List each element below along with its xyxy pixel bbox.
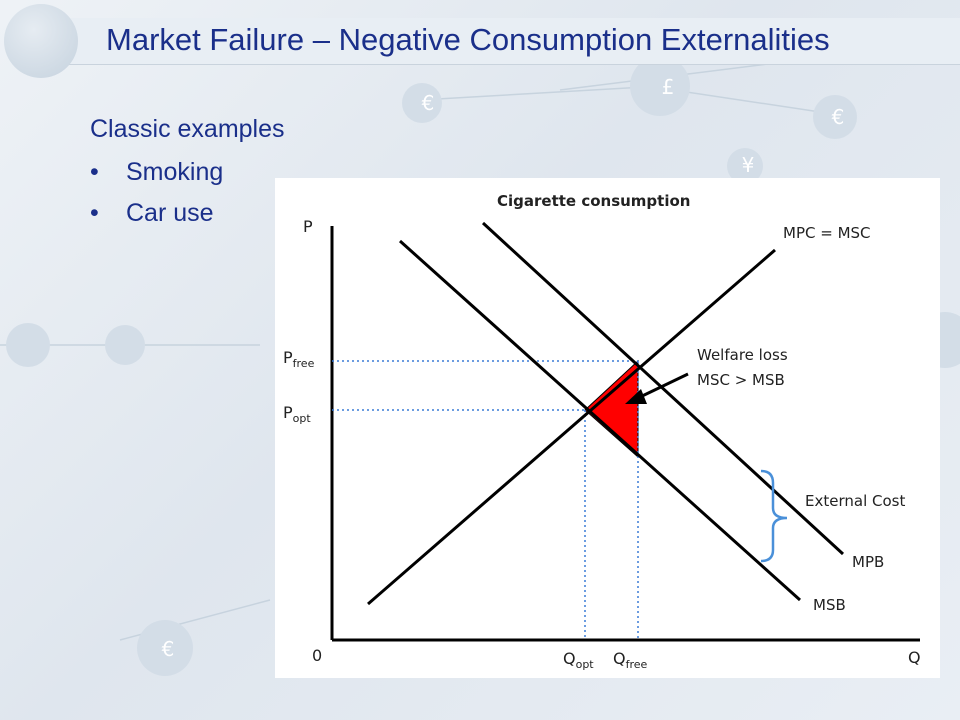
welfare-condition-label: MSC > MSB [697,371,785,389]
p-opt-label: Popt [283,403,311,425]
title-bar [40,18,960,65]
welfare-arrowhead [625,389,647,404]
mpc-msc-label: MPC = MSC [783,224,871,242]
mpb-label: MPB [852,553,885,571]
q-opt-label: Qopt [563,649,594,671]
external-cost-brace [760,469,788,563]
y-axis-label: P [303,217,313,236]
msb-curve [398,239,802,602]
yen-icon: ¥ [742,153,755,177]
welfare-arrow [637,372,689,400]
bullet-text: Smoking [126,158,224,186]
slide-title: Market Failure – Negative Consumption Ex… [106,22,830,57]
euro-icon: € [162,637,175,661]
slide-content: Classic examples • Smoking • Car use [90,115,285,240]
origin-label: 0 [312,646,323,665]
euro-icon: € [422,91,435,115]
q-free-label: Qfree [613,649,648,671]
bullet-dot: • [90,158,99,186]
bullet-item: • Smoking [90,158,285,187]
examples-heading: Classic examples [90,115,285,143]
msb-label: MSB [813,596,846,614]
welfare-loss-label: Welfare loss [697,346,788,364]
pound-icon: £ [662,75,675,99]
diagram-title: Cigarette consumption [497,192,691,210]
external-cost-label: External Cost [805,492,906,510]
mpc-msc-curve [367,248,776,606]
bullet-item: • Car use [90,199,285,228]
mpb-curve [481,221,845,556]
welfare-loss-triangle [584,359,639,459]
bullet-text: Car use [126,199,214,227]
cigarette-diagram: Cigarette consumption P Q 0 Pfree Popt Q… [275,178,940,678]
euro-icon: € [832,105,845,129]
p-free-label: Pfree [283,348,315,370]
x-axis-label: Q [908,648,921,667]
title-decoration-circle [4,4,78,78]
bullet-dot: • [90,199,99,227]
